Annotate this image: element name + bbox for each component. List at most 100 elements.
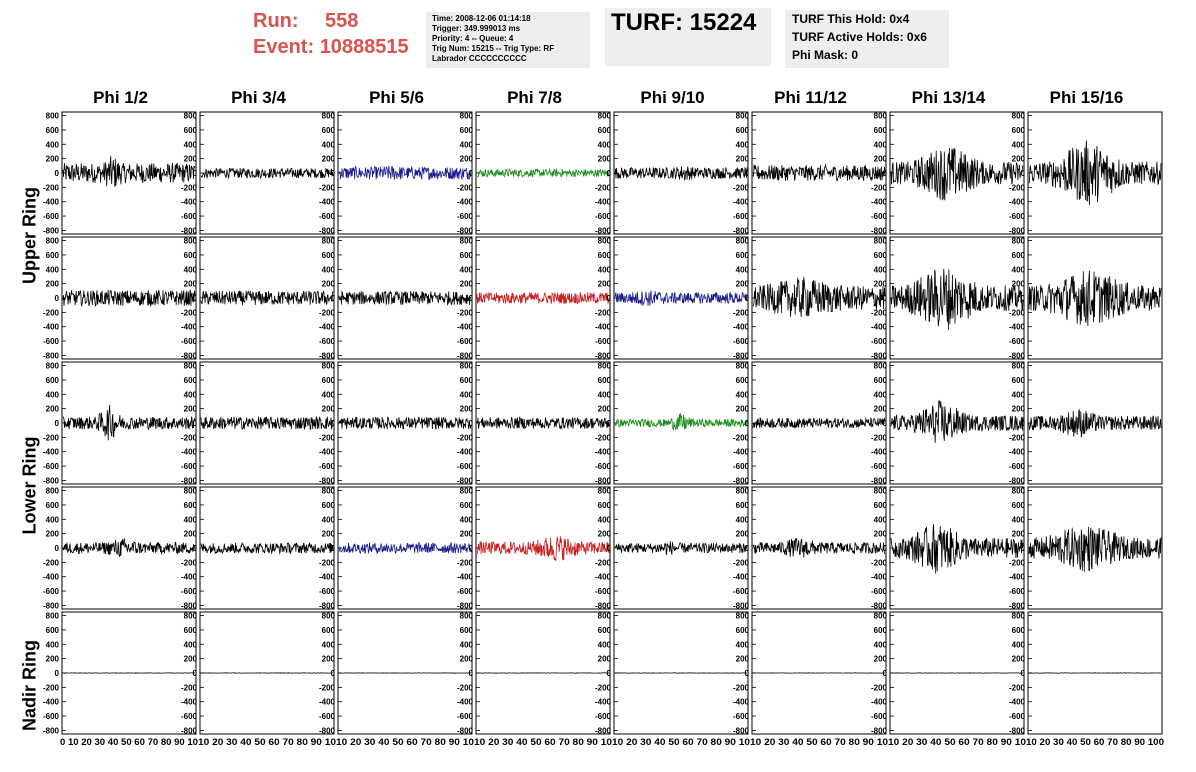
y-tick-label: -200 xyxy=(595,558,612,567)
y-tick-label: -400 xyxy=(595,198,612,207)
y-tick-label: -600 xyxy=(181,462,198,471)
y-tick-label: 800 xyxy=(460,362,474,371)
y-tick-label: 600 xyxy=(598,126,612,135)
y-tick-label: -400 xyxy=(871,573,888,582)
y-tick-label: 0 xyxy=(1021,169,1026,178)
y-tick-label: 800 xyxy=(874,487,888,496)
y-tick-label: 800 xyxy=(1012,112,1026,121)
y-tick-label: 600 xyxy=(1012,126,1026,135)
y-tick-label: 200 xyxy=(736,530,750,539)
y-tick-label: 0 xyxy=(883,419,888,428)
y-tick-label: 0 xyxy=(193,544,198,553)
y-tick-label: 600 xyxy=(322,126,336,135)
y-tick-label: -200 xyxy=(319,308,336,317)
waveform-trace xyxy=(752,417,886,430)
y-tick-label: -200 xyxy=(319,683,336,692)
waveform-trace xyxy=(614,290,748,306)
y-tick-label: -800 xyxy=(319,601,336,610)
y-tick-label: 600 xyxy=(322,251,336,260)
y-tick-label: 600 xyxy=(1012,626,1026,635)
y-tick-label: -800 xyxy=(871,476,888,485)
y-tick-label: 400 xyxy=(598,390,612,399)
y-tick-label: -800 xyxy=(457,726,474,735)
info-labrador: Labrador CCCCCCCCCC xyxy=(432,54,527,63)
y-tick-label: 200 xyxy=(460,405,474,414)
y-tick-label: -600 xyxy=(319,462,336,471)
y-tick-label: 600 xyxy=(736,126,750,135)
y-tick-label: -800 xyxy=(457,476,474,485)
y-tick-label: -600 xyxy=(733,712,750,721)
y-tick-label: -400 xyxy=(733,198,750,207)
y-tick-label: -600 xyxy=(871,212,888,221)
waveform-trace xyxy=(338,165,472,181)
panel-frame xyxy=(751,486,887,610)
y-tick-label: 200 xyxy=(1012,155,1026,164)
y-tick-label: 200 xyxy=(184,155,198,164)
y-tick-label: -200 xyxy=(43,433,60,442)
y-tick-label: 0 xyxy=(1021,419,1026,428)
y-tick-label: 400 xyxy=(322,390,336,399)
y-tick-label: 800 xyxy=(460,612,474,621)
waveform-trace xyxy=(200,415,334,431)
waveform-trace xyxy=(62,155,196,187)
y-tick-label: -800 xyxy=(319,351,336,360)
y-tick-label: -600 xyxy=(457,212,474,221)
column-label-phi-3-4: Phi 3/4 xyxy=(231,88,286,107)
y-tick-label: -200 xyxy=(181,308,198,317)
y-tick-label: 0 xyxy=(1021,669,1026,678)
y-tick-label: 800 xyxy=(322,487,336,496)
y-tick-label: 200 xyxy=(460,280,474,289)
y-tick-label: -800 xyxy=(319,226,336,235)
y-tick-label: -800 xyxy=(595,226,612,235)
y-tick-label: -600 xyxy=(319,587,336,596)
y-tick-label: -400 xyxy=(43,448,60,457)
y-tick-label: -400 xyxy=(871,323,888,332)
waveform-trace xyxy=(752,277,886,318)
y-tick-label: 800 xyxy=(184,487,198,496)
y-tick-label: -400 xyxy=(319,198,336,207)
y-tick-label: -600 xyxy=(319,212,336,221)
y-tick-label: -400 xyxy=(1009,448,1026,457)
y-tick-label: -600 xyxy=(1009,212,1026,221)
y-tick-label: 800 xyxy=(46,487,60,496)
y-tick-label: 800 xyxy=(598,112,612,121)
y-tick-label: -400 xyxy=(595,323,612,332)
y-tick-label: -600 xyxy=(319,337,336,346)
waveform-trace xyxy=(752,538,886,558)
y-tick-label: -400 xyxy=(733,448,750,457)
y-tick-label: -400 xyxy=(457,448,474,457)
y-tick-label: 800 xyxy=(322,612,336,621)
y-tick-label: -600 xyxy=(319,712,336,721)
y-tick-label: -200 xyxy=(1009,683,1026,692)
y-tick-label: -600 xyxy=(733,587,750,596)
y-tick-label: 800 xyxy=(322,112,336,121)
y-tick-label: 0 xyxy=(193,669,198,678)
y-tick-label: -400 xyxy=(319,323,336,332)
y-tick-label: -800 xyxy=(457,351,474,360)
y-tick-label: -600 xyxy=(1009,337,1026,346)
y-tick-label: 600 xyxy=(46,501,60,510)
waveform-trace xyxy=(338,290,472,307)
y-tick-label: 200 xyxy=(46,280,60,289)
y-tick-label: 0 xyxy=(55,669,60,678)
y-tick-label: -400 xyxy=(181,573,198,582)
y-tick-label: 200 xyxy=(1012,655,1026,664)
y-tick-label: -600 xyxy=(43,212,60,221)
y-tick-label: -400 xyxy=(319,448,336,457)
y-tick-label: 0 xyxy=(193,294,198,303)
y-tick-label: -800 xyxy=(457,601,474,610)
y-tick-label: 0 xyxy=(1021,294,1026,303)
y-tick-label: -800 xyxy=(1009,476,1026,485)
y-tick-label: 200 xyxy=(874,155,888,164)
waveform-trace xyxy=(890,399,1024,443)
y-tick-label: 200 xyxy=(322,280,336,289)
y-tick-label: -200 xyxy=(457,183,474,192)
x-tick-label: 0 10 20 30 40 50 60 70 80 90 10 xyxy=(60,737,198,747)
y-tick-label: -200 xyxy=(1009,183,1026,192)
y-tick-label: -800 xyxy=(43,351,60,360)
y-tick-label: 600 xyxy=(460,626,474,635)
y-tick-label: 200 xyxy=(460,530,474,539)
y-tick-label: 200 xyxy=(1012,280,1026,289)
y-tick-label: 600 xyxy=(46,126,60,135)
y-tick-label: 800 xyxy=(598,237,612,246)
